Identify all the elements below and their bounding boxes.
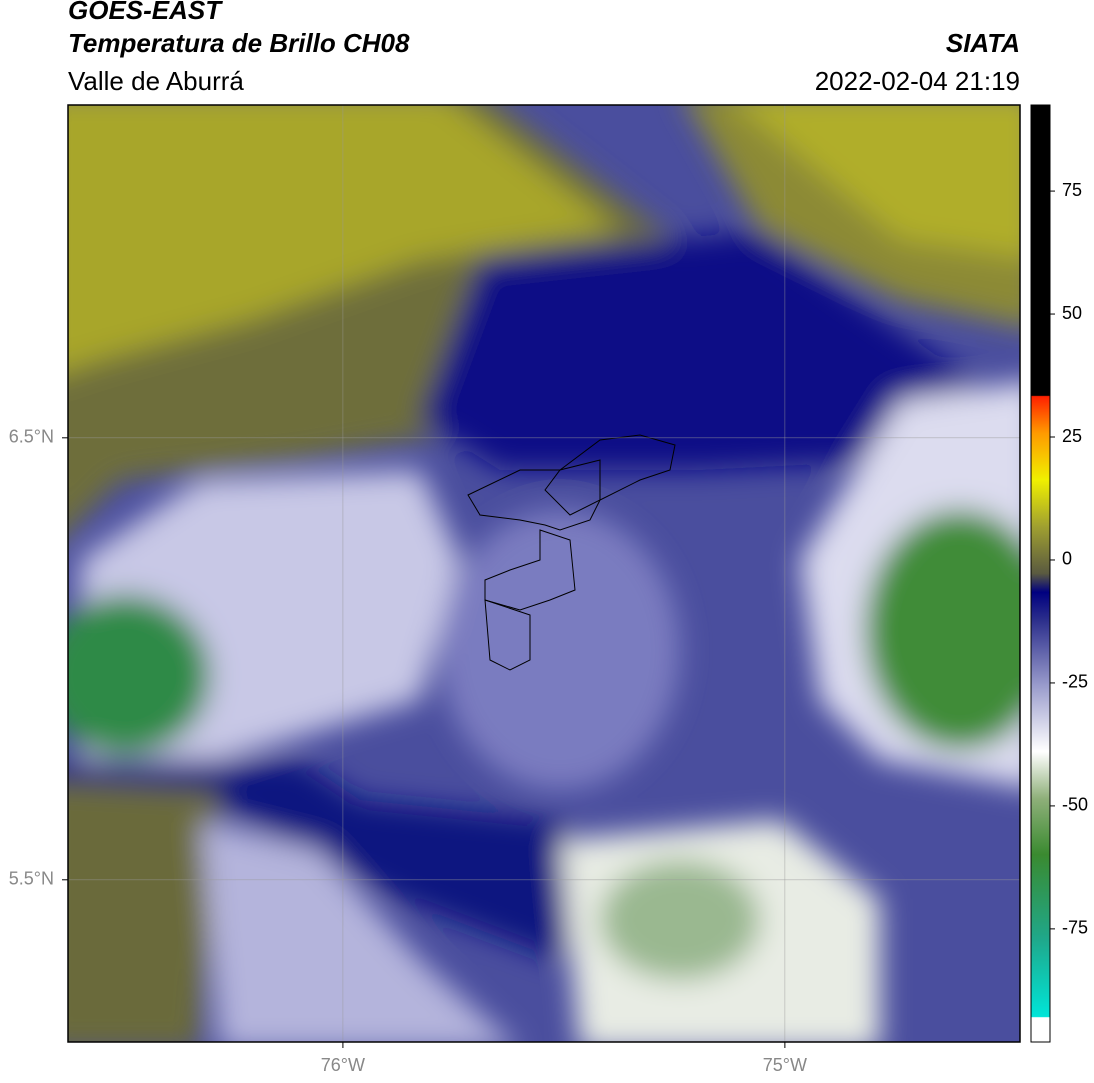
colorbar-tick-label: -50 <box>1062 795 1088 815</box>
colorbar-tick-label: 0 <box>1062 549 1072 569</box>
agency: SIATA <box>946 28 1020 58</box>
colorbar <box>1030 104 1051 1043</box>
colorbar-tick-label: -75 <box>1062 918 1088 938</box>
x-tick-label: 75°W <box>763 1055 807 1075</box>
y-tick-label: 6.5°N <box>9 427 54 447</box>
title: GOES-EAST <box>68 0 223 25</box>
y-tick-label: 5.5°N <box>9 869 54 889</box>
region: Valle de Aburrá <box>68 66 244 96</box>
map-frame <box>67 104 1021 1043</box>
subtitle: Temperatura de Brillo CH08 <box>68 28 410 58</box>
datetime: 2022-02-04 21:19 <box>815 66 1020 96</box>
colorbar-tick-label: 25 <box>1062 426 1082 446</box>
satellite-image <box>68 105 1020 1042</box>
colorbar-tick-label: -25 <box>1062 672 1088 692</box>
x-tick-label: 76°W <box>321 1055 365 1075</box>
colorbar-tick-label: 50 <box>1062 303 1082 323</box>
colorbar-tick-label: 75 <box>1062 180 1082 200</box>
